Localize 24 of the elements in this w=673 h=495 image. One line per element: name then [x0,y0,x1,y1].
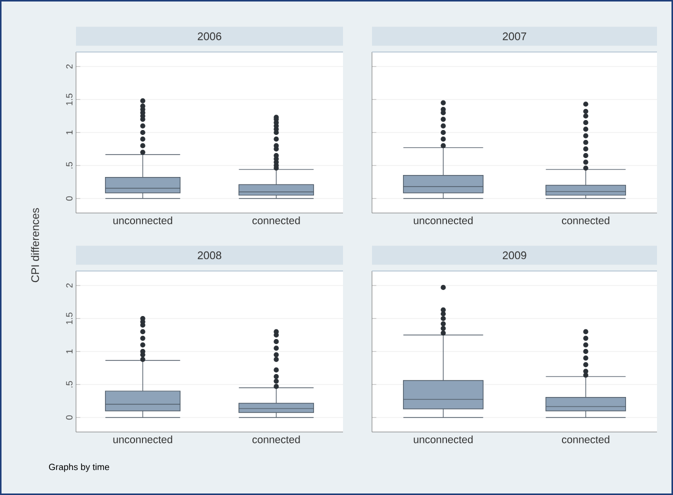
chart-title: 2007 [502,32,526,40]
y-tick-label: .5 [66,381,72,388]
x-tick-label: unconnected [414,216,473,224]
x-tick-label: unconnected [113,216,172,224]
y-tick-label: 0 [66,415,72,420]
x-tick-label: unconnected [113,436,172,444]
text: Graphs by time [48,464,110,472]
y-tick-label: 1.5 [66,94,72,106]
chart-title: 2009 [502,251,526,260]
chart-title: 2006 [198,32,222,40]
x-tick-label: connected [562,216,610,224]
y-tick-label: .5 [66,162,72,168]
x-tick-label: connected [252,216,300,224]
y-tick-label: 1.5 [66,312,72,324]
y-tick-label: 2 [66,283,72,288]
chart-title: 2008 [198,251,222,260]
x-tick-label: unconnected [414,436,473,444]
y-tick-label: 1 [66,130,72,134]
y-axis-title: CPI differences [30,208,40,282]
y-tick-label: 2 [66,64,72,69]
y-tick-label: 1 [66,349,72,354]
x-tick-label: connected [562,436,610,444]
y-tick-label: 0 [66,196,72,201]
x-tick-label: connected [252,436,300,444]
